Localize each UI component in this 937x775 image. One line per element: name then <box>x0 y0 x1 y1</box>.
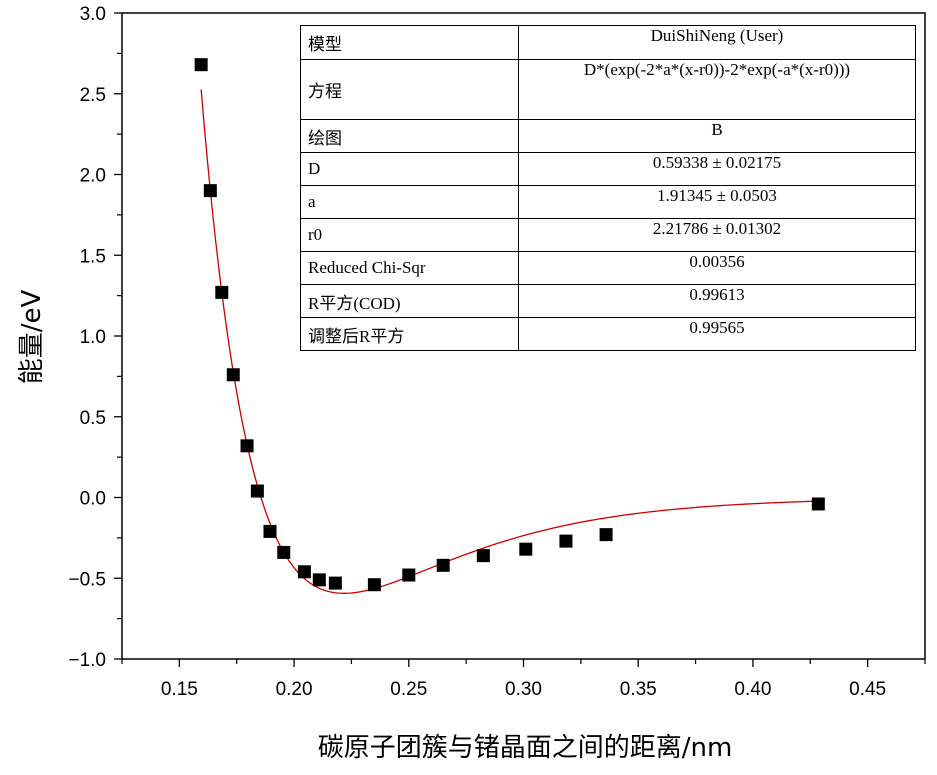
x-tick-label: 0.30 <box>505 679 542 700</box>
data-point <box>240 439 254 453</box>
fit-table-row: 调整后R平方 0.99565 <box>300 317 916 351</box>
y-tick-label: 2.5 <box>80 85 106 106</box>
data-point <box>203 184 217 198</box>
data-point <box>436 558 450 572</box>
data-point <box>811 497 825 511</box>
fit-table-key: 模型 <box>300 25 519 60</box>
fit-table-key: a <box>300 185 519 219</box>
x-tick-label: 0.35 <box>620 679 657 700</box>
fit-table-value: 0.99613 <box>518 284 916 318</box>
data-point <box>312 573 326 587</box>
x-tick-label: 0.40 <box>734 679 771 700</box>
fit-results-table: 模型 DuiShiNeng (User) 方程 D*(exp(-2*a*(x-r0))… <box>300 25 916 351</box>
fit-table-row: Reduced Chi-Sqr 0.00356 <box>300 251 916 285</box>
data-point <box>194 58 208 72</box>
data-point <box>263 524 277 538</box>
fit-table-key: r0 <box>300 218 519 252</box>
y-tick-label: 0.5 <box>80 408 106 429</box>
y-tick-label: 0.0 <box>80 489 106 510</box>
fit-table-row: 方程 D*(exp(-2*a*(x-r0))-2*exp(-a*(x-r0))) <box>300 59 916 120</box>
data-point <box>297 565 311 579</box>
data-point <box>402 568 416 582</box>
fit-table-value: 1.91345 ± 0.0503 <box>518 185 916 219</box>
x-tick-label: 0.15 <box>161 679 198 700</box>
x-axis-title: 碳原子团簇与锗晶面之间的距离/nm <box>318 733 733 763</box>
y-tick-label: 2.0 <box>80 166 106 187</box>
data-point <box>226 368 240 382</box>
fit-table-key: 调整后R平方 <box>300 317 519 351</box>
fit-table-value: 2.21786 ± 0.01302 <box>518 218 916 252</box>
fit-table-key: R平方(COD) <box>300 284 519 318</box>
fit-table-row: 模型 DuiShiNeng (User) <box>300 25 916 60</box>
y-axis-title: 能量/eV <box>17 290 47 385</box>
fit-table-row: R平方(COD) 0.99613 <box>300 284 916 318</box>
fit-table-value: 0.00356 <box>518 251 916 285</box>
fit-table-key: 绘图 <box>300 119 519 153</box>
fit-table-row: r0 2.21786 ± 0.01302 <box>300 218 916 252</box>
x-tick-label: 0.45 <box>849 679 886 700</box>
fit-table-key: Reduced Chi-Sqr <box>300 251 519 285</box>
data-point <box>215 285 229 299</box>
y-tick-label: 1.0 <box>80 327 106 348</box>
data-point <box>476 549 490 563</box>
data-point <box>519 542 533 556</box>
x-tick-label: 0.20 <box>276 679 313 700</box>
fit-table-value: 0.59338 ± 0.02175 <box>518 152 916 186</box>
y-tick-label: 1.5 <box>80 246 106 267</box>
fit-table-key: 方程 <box>300 59 519 120</box>
x-tick-label: 0.25 <box>390 679 427 700</box>
data-point <box>599 528 613 542</box>
fit-table-key: D <box>300 152 519 186</box>
y-tick-label: −1.0 <box>68 650 106 671</box>
data-point <box>367 578 381 592</box>
tick-labels-layer: 0.15 0.20 0.25 0.30 0.35 0.40 0.45 −1.0 −0.5 0.0 0… <box>68 4 886 700</box>
data-point <box>328 576 342 590</box>
data-points-layer <box>194 58 825 592</box>
fit-table-value: 0.99565 <box>518 317 916 351</box>
fit-table-value: B <box>518 119 916 153</box>
data-point <box>559 534 573 548</box>
fit-table-row: a 1.91345 ± 0.0503 <box>300 185 916 219</box>
fit-table-value: D*(exp(-2*a*(x-r0))-2*exp(-a*(x-r0))) <box>518 59 916 120</box>
fit-table-row: D 0.59338 ± 0.02175 <box>300 152 916 186</box>
plot-axes <box>114 12 926 667</box>
y-tick-label: 3.0 <box>80 4 106 25</box>
fit-table-row: 绘图 B <box>300 119 916 153</box>
y-tick-label: −0.5 <box>68 569 106 590</box>
data-point <box>250 484 264 498</box>
data-point <box>277 545 291 559</box>
fit-table-value: DuiShiNeng (User) <box>518 25 916 60</box>
